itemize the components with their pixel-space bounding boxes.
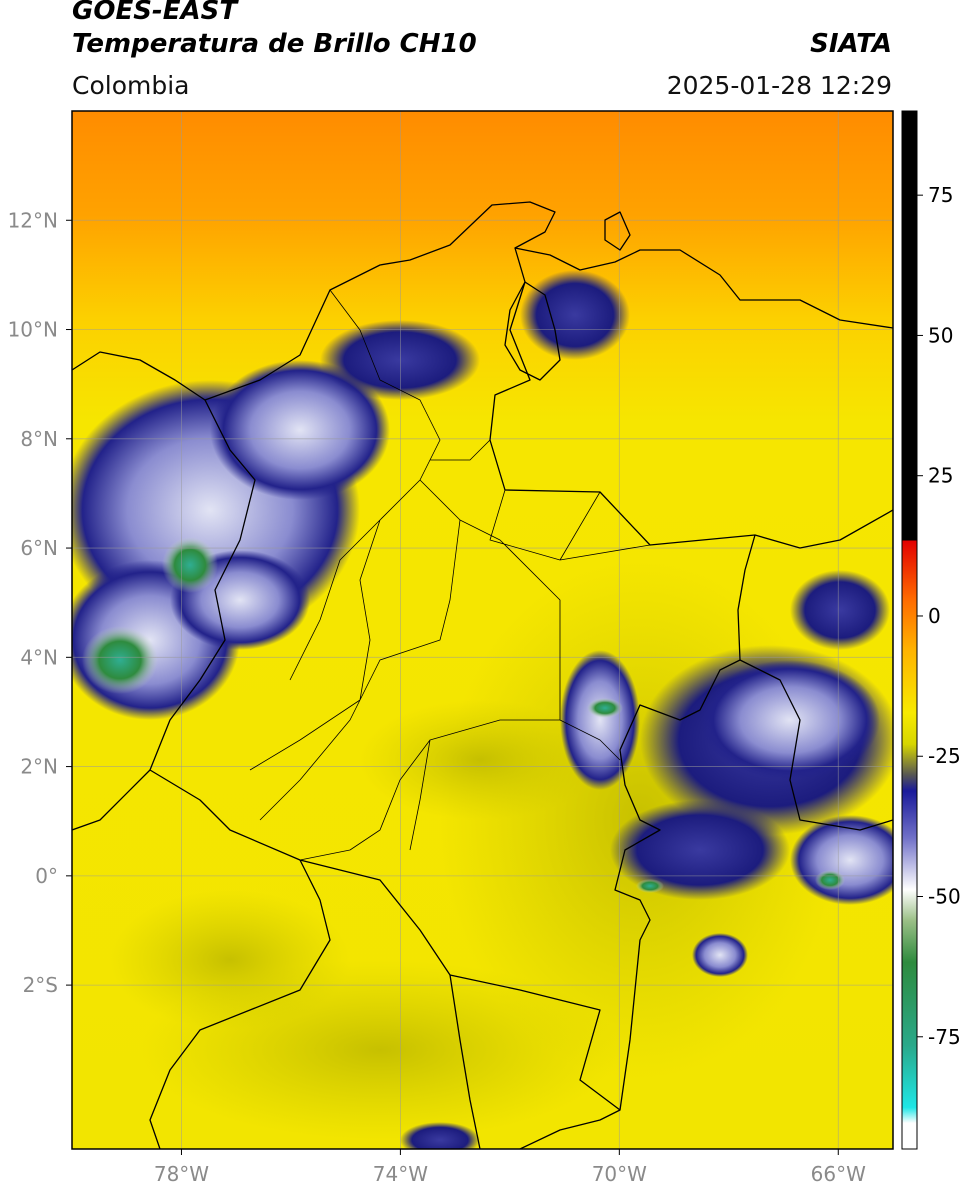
latitude-tick-label: 2°N	[20, 755, 58, 779]
convective-cloud	[520, 270, 630, 360]
aruba-curacao	[604, 211, 631, 251]
latitude-tick-label: 2°S	[23, 973, 58, 997]
timestamp-label: 2025-01-28 12:29	[666, 71, 892, 100]
latitude-tick-label: 10°N	[8, 318, 58, 342]
colorbar-tick-label: 25	[928, 464, 953, 488]
brazil-border	[739, 659, 893, 831]
convective-cloud	[400, 1122, 480, 1149]
department-boundary	[249, 289, 651, 861]
colorbar-tick-label: -50	[928, 885, 961, 909]
colorbar: 75 50 25 0 -25 -50 -75	[901, 110, 961, 1150]
map-frame	[71, 110, 894, 1150]
cold-cloud-top	[82, 626, 158, 694]
cold-cloud-top	[162, 537, 218, 593]
convective-cloud	[610, 800, 790, 900]
longitude-tick-label: 78°W	[154, 1162, 209, 1186]
convective-cloud	[692, 933, 748, 977]
colorbar-ticks: 75 50 25 0 -25 -50 -75	[917, 183, 961, 1049]
map-subtitle: Temperatura de Brillo CH10	[72, 29, 477, 59]
latitude-tick-label: 8°N	[20, 427, 58, 451]
cold-cloud-top	[815, 870, 845, 890]
latitude-tick-label: 12°N	[8, 208, 58, 232]
colombia-border	[149, 201, 756, 1111]
convective-cloud	[790, 570, 890, 650]
maracaibo-lake	[504, 281, 561, 381]
colorbar-tick-label: 75	[928, 183, 953, 207]
organization-label: SIATA	[810, 29, 892, 59]
map-panel	[71, 110, 894, 1150]
longitude-axis: 78°W 74°W 70°W 66°W	[154, 1149, 866, 1186]
gridlines	[72, 111, 893, 1149]
colorbar-tick-label: 0	[928, 604, 941, 628]
latitude-tick-label: 6°N	[20, 536, 58, 560]
panama-border	[72, 351, 206, 401]
longitude-tick-label: 66°W	[811, 1162, 866, 1186]
latitude-tick-label: 4°N	[20, 645, 58, 669]
latitude-tick-label: 0°	[35, 864, 58, 888]
colorbar-tick-label: 50	[928, 323, 953, 347]
venezuela-border	[754, 509, 893, 549]
cold-cloud-top	[587, 698, 623, 718]
convective-cloud	[210, 360, 390, 500]
longitude-tick-label: 74°W	[373, 1162, 428, 1186]
ecuador-peru-border	[72, 769, 331, 1149]
map-title: GOES-EAST	[72, 0, 238, 26]
peru-brazil-border	[449, 974, 621, 1149]
convective-cloud	[700, 660, 880, 780]
venezuela-coast	[514, 247, 893, 329]
haze-area	[360, 700, 600, 820]
haze-area	[110, 890, 350, 1030]
colorbar-tick-label: -75	[928, 1025, 961, 1049]
colorbar-tick-label: -25	[928, 744, 961, 768]
convective-cloud	[560, 650, 640, 790]
longitude-tick-label: 70°W	[592, 1162, 647, 1186]
region-label: Colombia	[72, 71, 190, 100]
political-boundaries	[72, 201, 893, 1149]
colorbar-scale	[901, 110, 918, 1150]
latitude-axis: 12°N 10°N 8°N 6°N 4°N 2°N 0° 2°S	[8, 208, 72, 997]
cold-cloud-top	[636, 879, 664, 893]
